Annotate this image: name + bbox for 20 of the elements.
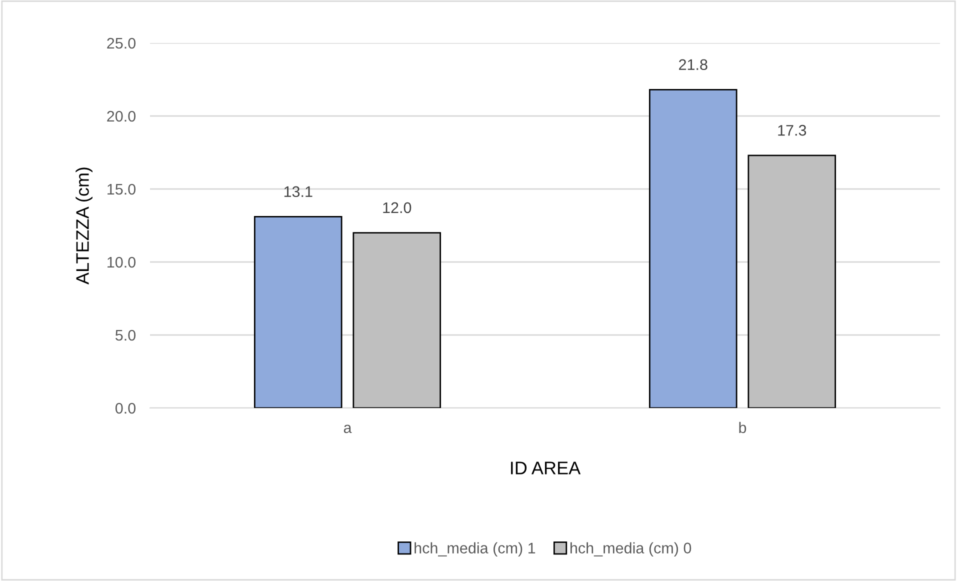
data-label: 13.1 xyxy=(284,186,312,198)
x-tick-label: a xyxy=(344,424,352,434)
data-label: 21.8 xyxy=(679,59,708,70)
bar xyxy=(648,89,738,408)
y-tick-label: 5.0 xyxy=(115,330,136,341)
data-label: 12.0 xyxy=(383,202,412,214)
y-tick-label: 10.0 xyxy=(108,256,136,268)
y-tick-label: 25.0 xyxy=(107,38,136,49)
bar xyxy=(352,232,442,408)
x-tick-label: b xyxy=(739,422,746,434)
bar xyxy=(748,154,836,408)
y-tick-label: 15.0 xyxy=(108,184,136,195)
legend-label: hch_media (cm) 1 xyxy=(414,542,536,557)
x-axis-title: ID AREA xyxy=(511,462,581,474)
y-axis-title: ALTEZZA (cm) xyxy=(76,168,92,284)
data-label: 17.3 xyxy=(778,124,806,136)
bar xyxy=(254,216,342,408)
legend-label: hch_media (cm) 0 xyxy=(570,542,692,557)
y-tick-label: 0.0 xyxy=(115,402,136,414)
y-tick-label: 20.0 xyxy=(107,110,136,122)
